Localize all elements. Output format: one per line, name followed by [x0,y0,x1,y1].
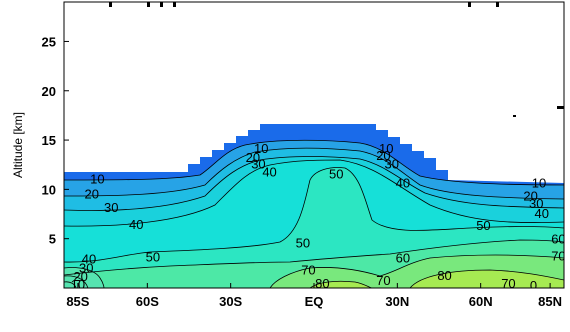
contour-label: 30 [104,200,118,215]
contour-south-surface-2 [64,275,89,288]
contour-20 [64,147,564,200]
contour-label: 20 [246,150,260,165]
y-tick-label: 20 [42,84,56,99]
contour-50 [64,167,564,263]
contour-label: 30 [79,260,93,275]
contour-label: 20 [73,269,87,284]
y-axis: 5 10 15 20 25 [42,34,69,247]
x-axis: 85S 60S 30S EQ 30N 60N 85N [66,283,562,309]
contour-70 [269,254,564,288]
contour-label: 50 [146,249,160,264]
contour-label: 10 [254,141,268,156]
contour-40 [64,159,564,227]
contour-label: 10 [532,175,546,190]
contour-label: 30 [385,157,399,172]
contour-80a [309,280,373,288]
contour-label: 70 [551,248,565,263]
contour-label: 0 [530,278,537,293]
contour-label: 10 [379,141,393,156]
x-tick-label: 60S [136,294,159,309]
contour-label: 20 [85,186,99,201]
contour-lines [64,139,564,288]
contour-label: 40 [262,165,276,180]
band-80 [310,270,564,288]
contour-label: 30 [529,196,543,211]
contour-label: 40 [82,251,96,266]
contour-60 [64,239,564,276]
y-tick-label: 10 [42,182,56,197]
contour-10 [64,139,564,186]
contour-label: 10 [90,172,104,187]
y-axis-label: Altitude [km] [11,112,25,178]
contour-label: 80 [315,276,329,291]
contour-label: 20 [376,148,390,163]
contour-south-surface [64,267,105,288]
contour-label: 50 [329,167,343,182]
contour-label: 10 [71,277,85,292]
contour-label: 20 [523,188,537,203]
contour-label: 40 [129,217,143,232]
y-tick-label: 25 [42,34,56,49]
top-tick-marks [109,2,564,117]
contour-label: 30 [251,157,265,172]
contour-label: 70 [501,276,515,291]
contour-80b [409,269,564,288]
contour-label: 70 [376,273,390,288]
x-tick-label: 85S [66,294,89,309]
x-tick-label: 60N [469,294,493,309]
x-tick-label: 30S [219,294,242,309]
y-tick-label: 15 [42,133,56,148]
contour-label: 80 [437,268,451,283]
contour-label: 50 [476,218,490,233]
contour-label: 40 [535,206,549,221]
contour-30 [64,156,564,211]
contour-label: 60 [551,232,565,247]
contour-label: 40 [396,175,410,190]
x-tick-label: 85N [538,294,562,309]
contour-label: 60 [396,250,410,265]
x-tick-label: 30N [385,294,409,309]
contour-label: 70 [301,262,315,277]
x-tick-label: EQ [305,294,324,309]
contour-south-surface-3 [64,281,77,288]
y-tick-label: 5 [49,232,56,247]
contour-label: 50 [296,236,310,251]
